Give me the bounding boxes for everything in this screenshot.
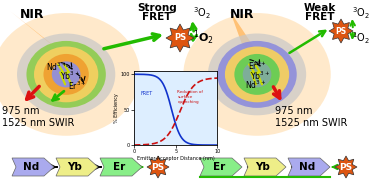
- Text: NIR: NIR: [20, 8, 45, 21]
- Ellipse shape: [225, 46, 289, 102]
- Text: Yb$^{3+}$: Yb$^{3+}$: [250, 69, 270, 81]
- Text: NIR: NIR: [230, 8, 254, 21]
- Text: Nd: Nd: [299, 162, 315, 172]
- Polygon shape: [100, 158, 142, 176]
- Ellipse shape: [34, 46, 98, 102]
- Text: 1525 nm SWIR: 1525 nm SWIR: [2, 118, 74, 128]
- Text: $^1$O$_2$: $^1$O$_2$: [193, 29, 214, 47]
- Polygon shape: [147, 156, 169, 178]
- Ellipse shape: [0, 13, 140, 136]
- Text: Yb: Yb: [68, 162, 82, 172]
- Text: Yb$^{3+}$: Yb$^{3+}$: [60, 70, 80, 82]
- Text: Nd$^{3+}$: Nd$^{3+}$: [46, 61, 67, 73]
- Text: Nd: Nd: [23, 162, 39, 172]
- Text: FRET: FRET: [142, 12, 172, 22]
- Text: FRET: FRET: [305, 12, 335, 22]
- Text: 975 nm: 975 nm: [275, 106, 313, 116]
- Ellipse shape: [217, 41, 297, 108]
- Polygon shape: [329, 19, 353, 43]
- Ellipse shape: [52, 61, 81, 87]
- Text: $^1$O$_2$: $^1$O$_2$: [352, 30, 370, 46]
- Polygon shape: [244, 158, 286, 176]
- Text: 975 nm: 975 nm: [2, 106, 39, 116]
- Polygon shape: [10, 11, 71, 59]
- Text: Reduction of
surface
quenching: Reduction of surface quenching: [177, 90, 203, 104]
- Text: FRET: FRET: [141, 92, 153, 97]
- Text: Nd$^{3+}$: Nd$^{3+}$: [245, 78, 266, 91]
- Text: PS: PS: [152, 163, 164, 171]
- Text: PS: PS: [335, 26, 347, 36]
- Text: Weak: Weak: [304, 3, 336, 13]
- Polygon shape: [200, 158, 242, 176]
- Ellipse shape: [26, 41, 106, 108]
- X-axis label: Emitter-Acceptor Distance (nm): Emitter-Acceptor Distance (nm): [137, 156, 215, 161]
- Text: Yb: Yb: [256, 162, 270, 172]
- Polygon shape: [12, 158, 54, 176]
- Text: PS: PS: [339, 163, 353, 171]
- Ellipse shape: [183, 13, 331, 136]
- Polygon shape: [335, 156, 357, 178]
- Ellipse shape: [243, 61, 271, 87]
- Text: $^3$O$_2$: $^3$O$_2$: [352, 5, 370, 21]
- Text: PS: PS: [174, 33, 186, 42]
- Polygon shape: [288, 158, 330, 176]
- Polygon shape: [56, 158, 98, 176]
- Text: 1525 nm SWIR: 1525 nm SWIR: [275, 118, 347, 128]
- Polygon shape: [230, 11, 262, 59]
- Text: Er: Er: [213, 162, 225, 172]
- Ellipse shape: [17, 33, 115, 115]
- Text: $^3$O$_2$: $^3$O$_2$: [193, 5, 211, 21]
- Text: Er: Er: [113, 162, 125, 172]
- Text: Er$^{3+}$: Er$^{3+}$: [68, 79, 87, 92]
- Ellipse shape: [43, 54, 89, 95]
- Ellipse shape: [234, 54, 280, 95]
- Polygon shape: [166, 24, 194, 52]
- Y-axis label: % Efficiency: % Efficiency: [114, 93, 119, 123]
- Ellipse shape: [208, 33, 306, 115]
- Text: Strong: Strong: [137, 3, 177, 13]
- Text: Er$^{3+}$: Er$^{3+}$: [248, 60, 266, 72]
